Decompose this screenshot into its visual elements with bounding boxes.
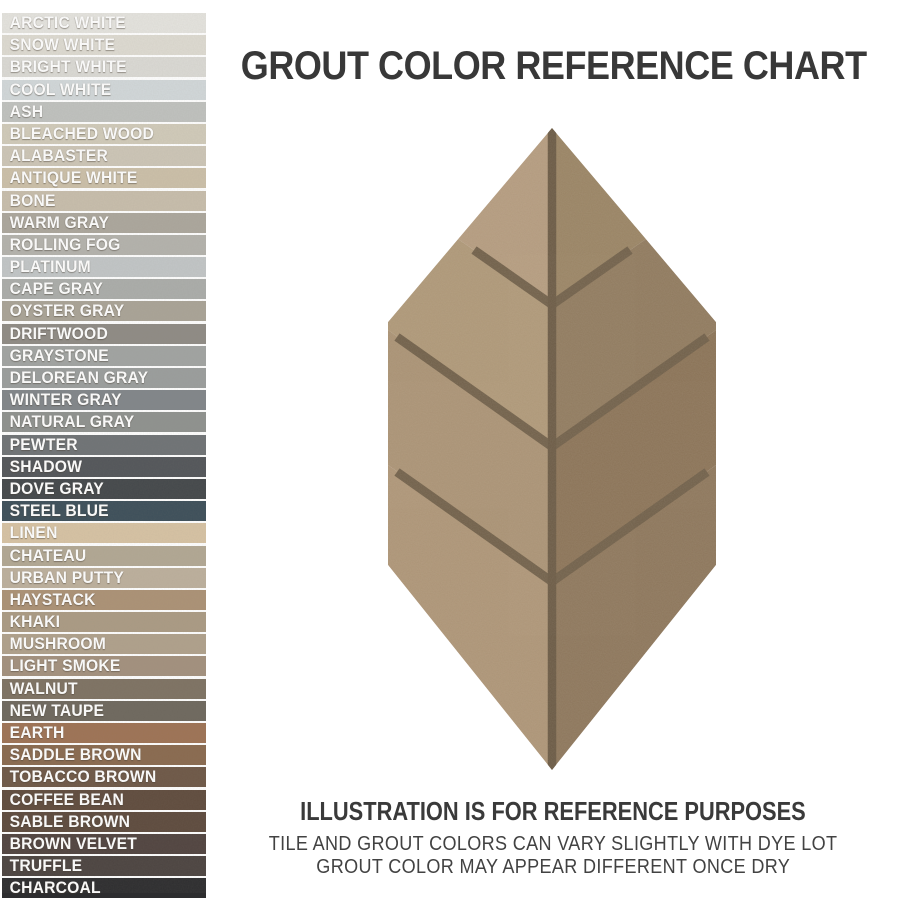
swatch-label: KHAKI [9, 613, 61, 632]
swatch-label: DRIFTWOOD [9, 324, 108, 343]
swatch-label: ROLLING FOG [9, 235, 121, 254]
swatch-label: SABLE BROWN [9, 812, 131, 831]
swatch-row: PEWTER [2, 434, 206, 455]
swatch-label: OYSTER GRAY [9, 302, 125, 321]
swatch-row: SADDLE BROWN [2, 745, 206, 766]
swatch-row: LINEN [2, 523, 206, 544]
swatch-row: GRAYSTONE [2, 345, 206, 366]
swatch-row: DELOREAN GRAY [2, 368, 206, 388]
swatch-row: PLATINUM [2, 257, 206, 278]
swatch-row: DRIFTWOOD [2, 323, 206, 344]
swatch-row: NATURAL GRAY [2, 412, 206, 433]
swatch-row: NEW TAUPE [2, 700, 206, 721]
swatch-row: ALABASTER [2, 146, 206, 167]
swatch-label: WINTER GRAY [9, 391, 122, 410]
swatch-row: BLEACHED WOOD [2, 123, 206, 144]
swatch-row: OYSTER GRAY [2, 301, 206, 322]
swatch-label: PLATINUM [9, 258, 91, 277]
swatch-label: PEWTER [9, 435, 78, 454]
swatch-row: KHAKI [2, 612, 206, 633]
swatch-row: ANTIQUE WHITE [2, 168, 206, 189]
swatch-row: TOBACCO BROWN [2, 767, 206, 788]
swatch-list: ARCTIC WHITE SNOW WHITE BRIGHT WHITE COOL W… [2, 13, 206, 900]
tile-texture-light [388, 128, 716, 770]
swatch-row: STEEL BLUE [2, 501, 206, 522]
swatch-label: TRUFFLE [9, 857, 83, 876]
swatch-row: COOL WHITE [2, 79, 206, 100]
swatch-label: EARTH [9, 724, 65, 742]
swatch-label: SNOW WHITE [9, 36, 116, 55]
swatch-label: ASH [9, 102, 44, 121]
swatch-row: SNOW WHITE [2, 35, 206, 56]
swatch-row: ARCTIC WHITE [2, 13, 206, 33]
swatch-label: HAYSTACK [9, 590, 96, 609]
swatch-row: WARM GRAY [2, 212, 206, 233]
swatch-label: SHADOW [9, 457, 83, 476]
swatch-row: CAPE GRAY [2, 279, 206, 300]
swatch-row: EARTH [2, 723, 206, 743]
disclaimer-line-2: GROUT COLOR MAY APPEAR DIFFERENT ONCE DR… [206, 855, 900, 879]
swatch-row: SHADOW [2, 456, 206, 477]
page-title: GROUT COLOR REFERENCE CHART [206, 44, 900, 89]
swatch-label: ALABASTER [9, 147, 108, 166]
swatch-row: WALNUT [2, 678, 206, 699]
disclaimer-heading-text: ILLUSTRATION IS FOR REFERENCE PURPOSES [300, 796, 806, 826]
swatch-row: LIGHT SMOKE [2, 656, 206, 677]
disclaimer-line-1-text: TILE AND GROUT COLORS CAN VARY SLIGHTLY … [268, 832, 838, 855]
swatch-row: BONE [2, 190, 206, 211]
swatch-label: MUSHROOM [9, 635, 107, 654]
swatch-row: CHARCOAL [2, 878, 206, 899]
swatch-label: DOVE GRAY [9, 479, 104, 498]
swatch-label: SADDLE BROWN [9, 746, 142, 765]
disclaimer-line-1: TILE AND GROUT COLORS CAN VARY SLIGHTLY … [206, 832, 900, 856]
swatch-row: HAYSTACK [2, 589, 206, 610]
swatch-label: DELOREAN GRAY [9, 369, 149, 387]
swatch-label: COFFEE BEAN [9, 790, 125, 809]
swatch-label: URBAN PUTTY [9, 568, 125, 587]
swatch-label: STEEL BLUE [9, 502, 109, 521]
swatch-row: MUSHROOM [2, 634, 206, 655]
swatch-row: URBAN PUTTY [2, 567, 206, 588]
swatch-row: BROWN VELVET [2, 833, 206, 854]
swatch-row: BRIGHT WHITE [2, 57, 206, 78]
disclaimer-line-2-text: GROUT COLOR MAY APPEAR DIFFERENT ONCE DR… [316, 855, 790, 878]
swatch-row: SABLE BROWN [2, 811, 206, 832]
swatch-row: COFFEE BEAN [2, 789, 206, 810]
page-title-text: GROUT COLOR REFERENCE CHART [240, 44, 867, 88]
swatch-label: CHARCOAL [9, 879, 101, 898]
swatch-row: DOVE GRAY [2, 478, 206, 499]
swatch-label: BLEACHED WOOD [9, 124, 155, 143]
swatch-row: WINTER GRAY [2, 390, 206, 411]
swatch-label: WALNUT [9, 679, 78, 698]
swatch-label: NATURAL GRAY [9, 413, 135, 432]
swatch-label: LINEN [9, 524, 58, 543]
swatch-label: BONE [9, 191, 56, 210]
swatch-row: CHATEAU [2, 545, 206, 566]
swatch-label: CAPE GRAY [9, 280, 104, 299]
swatch-row: ASH [2, 101, 206, 122]
swatch-label: TOBACCO BROWN [9, 768, 157, 787]
disclaimer-heading: ILLUSTRATION IS FOR REFERENCE PURPOSES [206, 796, 900, 827]
tile-illustration [388, 128, 716, 770]
swatch-label: ANTIQUE WHITE [9, 169, 138, 188]
swatch-row: TRUFFLE [2, 856, 206, 877]
swatch-label: BRIGHT WHITE [9, 58, 127, 77]
swatch-label: NEW TAUPE [9, 701, 105, 720]
swatch-label: BROWN VELVET [9, 834, 138, 853]
swatch-label: LIGHT SMOKE [9, 657, 121, 676]
swatch-label: CHATEAU [9, 546, 87, 565]
swatch-label: WARM GRAY [9, 213, 110, 232]
swatch-row: ROLLING FOG [2, 234, 206, 255]
swatch-label: COOL WHITE [9, 80, 112, 99]
swatch-label: GRAYSTONE [9, 346, 109, 365]
swatch-label: ARCTIC WHITE [9, 14, 126, 32]
